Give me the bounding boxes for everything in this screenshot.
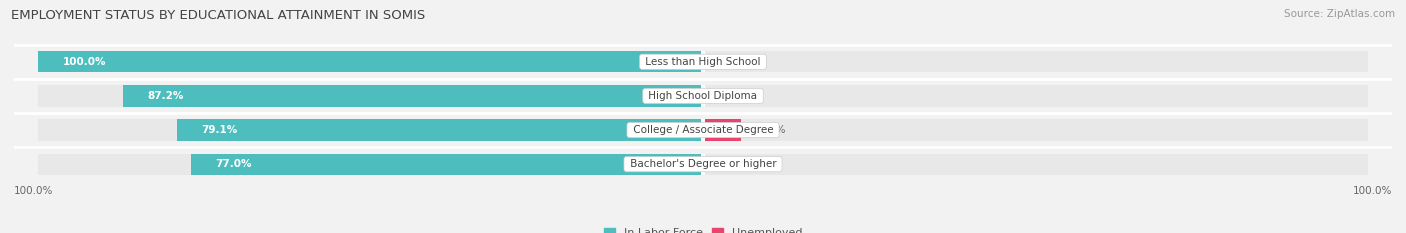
Bar [124,85,703,106]
Text: 0.0%: 0.0% [721,57,748,67]
Bar [38,51,1368,72]
Text: 0.0%: 0.0% [721,159,748,169]
Bar [702,51,704,72]
Bar [38,154,1368,175]
Text: 100.0%: 100.0% [62,57,105,67]
Text: 5.7%: 5.7% [759,125,786,135]
Text: 100.0%: 100.0% [1353,186,1392,196]
Bar [191,154,703,175]
Bar [702,120,704,141]
Bar [702,154,704,175]
Text: 77.0%: 77.0% [215,159,252,169]
Bar [38,85,1368,106]
Legend: In Labor Force, Unemployed: In Labor Force, Unemployed [599,223,807,233]
Bar [38,51,703,72]
Text: College / Associate Degree: College / Associate Degree [630,125,776,135]
Text: 87.2%: 87.2% [148,91,184,101]
Bar [177,120,703,141]
Text: High School Diploma: High School Diploma [645,91,761,101]
Bar [702,85,704,106]
Bar [38,120,1368,141]
Text: 0.0%: 0.0% [721,91,748,101]
Text: 79.1%: 79.1% [201,125,238,135]
Text: 100.0%: 100.0% [14,186,53,196]
Text: Bachelor's Degree or higher: Bachelor's Degree or higher [627,159,779,169]
Text: Source: ZipAtlas.com: Source: ZipAtlas.com [1284,9,1395,19]
Bar [703,120,741,141]
Text: Less than High School: Less than High School [643,57,763,67]
Text: EMPLOYMENT STATUS BY EDUCATIONAL ATTAINMENT IN SOMIS: EMPLOYMENT STATUS BY EDUCATIONAL ATTAINM… [11,9,426,22]
